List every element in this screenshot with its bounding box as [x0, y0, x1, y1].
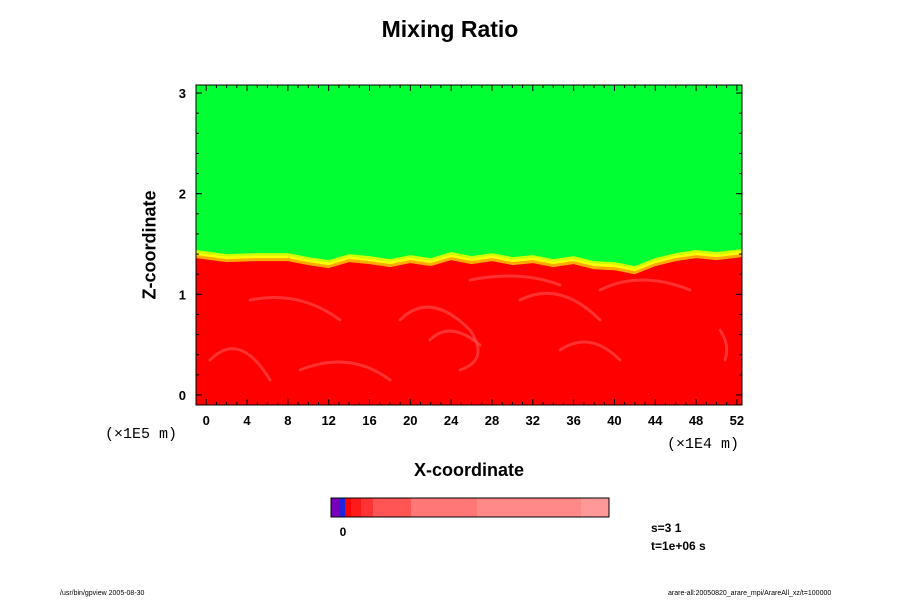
- streak-0: [208, 347, 272, 382]
- x-tick-label-12: 12: [321, 413, 335, 428]
- x-tick-label-32: 32: [526, 413, 540, 428]
- x-tick-label-52: 52: [730, 413, 744, 428]
- streak-6: [558, 340, 622, 362]
- streak-7: [718, 328, 729, 362]
- streak-5: [598, 278, 692, 292]
- x-axis-label: X-coordinate: [413, 460, 524, 480]
- x-tick-label-28: 28: [485, 413, 499, 428]
- y-scale-note: (×1E5 m): [105, 426, 178, 443]
- colorbar-frame: [330, 497, 610, 518]
- y-tick-label-3: 3: [179, 86, 186, 101]
- x-tick-label-4: 4: [243, 413, 251, 428]
- streak-8: [298, 360, 392, 382]
- colorbar-segment-3: [351, 498, 361, 517]
- y-tick-label-2: 2: [179, 187, 186, 202]
- streak-4: [518, 291, 602, 322]
- colorbar-segment-4: [361, 498, 373, 517]
- x-tick-label-48: 48: [689, 413, 703, 428]
- x-tick-label-16: 16: [362, 413, 376, 428]
- streak-2: [398, 305, 480, 372]
- footer-right: arare-all:20050820_arare_mpi/ArareAll_xz…: [668, 590, 832, 597]
- colorbar-segment-6: [411, 498, 477, 517]
- y-tick-label-1: 1: [179, 287, 186, 302]
- colorbar-segment-7: [477, 498, 581, 517]
- y-axis-label: Z-coordinate: [139, 190, 160, 300]
- colorbar-segment-1: [339, 498, 345, 517]
- colorbar-segment-2: [345, 498, 351, 517]
- colorbar-segment-8: [581, 498, 609, 517]
- colorbar-segment-0: [331, 498, 339, 517]
- y-tick-label-0: 0: [179, 388, 186, 403]
- streak-3: [428, 329, 482, 347]
- colorbar-label: 0: [340, 525, 347, 539]
- colorbar-segment-5: [373, 498, 411, 517]
- x-tick-label-0: 0: [203, 413, 210, 428]
- x-tick-label-24: 24: [444, 413, 459, 428]
- plot-area: [196, 85, 742, 405]
- plot-frame: [195, 84, 743, 406]
- chart-title: Mixing Ratio: [381, 16, 519, 42]
- footer-left: /usr/bin/gpview 2005-08-30: [60, 590, 145, 597]
- x-tick-label-8: 8: [284, 413, 291, 428]
- time-label: t=1e+06 s: [651, 539, 706, 553]
- streak-1: [248, 296, 342, 322]
- x-scale-note: (×1E4 m): [667, 436, 740, 453]
- streak-9: [468, 274, 562, 287]
- x-tick-label-36: 36: [566, 413, 580, 428]
- colorbar: 0: [330, 497, 610, 539]
- x-tick-label-44: 44: [648, 413, 663, 428]
- step-label: s=3 1: [651, 521, 682, 535]
- x-tick-label-40: 40: [607, 413, 621, 428]
- x-tick-label-20: 20: [403, 413, 417, 428]
